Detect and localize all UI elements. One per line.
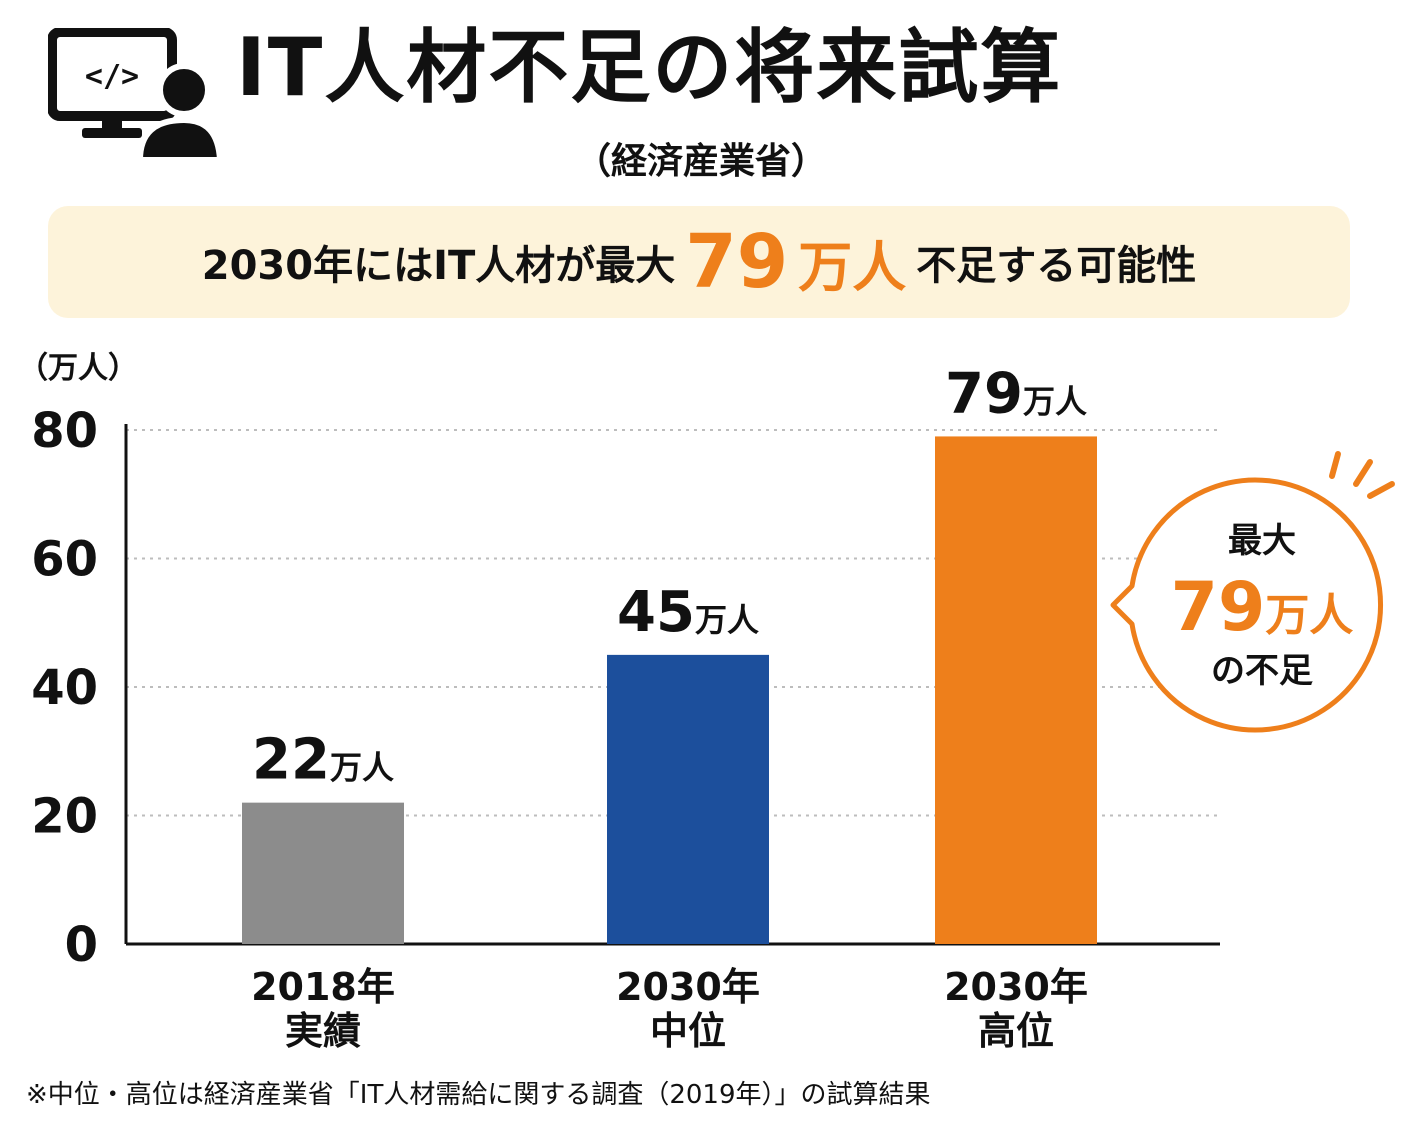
bar <box>935 436 1097 944</box>
tick-layer: 0 20 40 60 80 <box>31 403 98 973</box>
bar-value-label: 45万人 <box>617 580 759 645</box>
y-tick-label: 40 <box>31 660 98 716</box>
banner-highlight-unit: 万人 <box>798 235 907 299</box>
summary-banner: 2030年にはIT人材が最大 79 万人 不足する可能性 <box>48 206 1350 318</box>
banner-prefix: 2030年にはIT人材が最大 <box>201 243 676 289</box>
bar-value-label: 22万人 <box>252 728 394 793</box>
y-tick-label: 80 <box>31 403 98 459</box>
bar-value-unit: 万人 <box>695 601 759 639</box>
page-title: IT人材不足の将来試算 <box>236 21 1063 114</box>
bar-value-label: 79万人 <box>945 361 1087 426</box>
bar-value-unit: 万人 <box>1023 382 1087 420</box>
bar-value-number: 79 <box>945 361 1023 426</box>
bar <box>242 802 404 944</box>
banner-suffix: 不足する可能性 <box>916 243 1197 289</box>
callout-value: 79 <box>1171 568 1266 647</box>
y-tick-label: 20 <box>31 789 98 845</box>
x-category-year: 2030年 <box>616 965 760 1009</box>
y-tick-label: 60 <box>31 532 98 588</box>
bar-value-number: 45 <box>617 580 695 645</box>
bar-value-unit: 万人 <box>330 749 394 787</box>
emphasis-lines-icon <box>1329 451 1395 499</box>
computer-user-icon: </> <box>48 28 220 160</box>
svg-text:</>: </> <box>85 59 139 94</box>
callout-line1: 最大 <box>1228 521 1296 561</box>
callout-value-line: 79万人 <box>1171 568 1354 647</box>
bar-value-number: 22 <box>252 728 330 793</box>
callout-line3: の不足 <box>1211 651 1313 691</box>
banner-highlight-value: 79 <box>685 219 789 305</box>
callout: 最大 79万人 の不足 <box>1110 451 1395 733</box>
x-category-label: 高位 <box>978 1009 1054 1053</box>
y-tick-label: 0 <box>65 917 98 973</box>
callout-unit: 万人 <box>1265 590 1353 641</box>
callout-bubble <box>1110 477 1383 733</box>
bar-layer <box>242 436 1097 944</box>
bar <box>607 654 769 944</box>
footnote: ※中位・高位は経済産業省「IT人材需給に関する調査（2019年）」の試算結果 <box>26 1080 931 1110</box>
x-category-label: 中位 <box>650 1009 726 1053</box>
y-unit-label: （万人） <box>18 351 138 386</box>
x-category-year: 2030年 <box>944 965 1088 1009</box>
x-category-year: 2018年 <box>251 965 395 1009</box>
source-note: （経済産業省） <box>574 141 827 182</box>
x-category-label: 実績 <box>285 1009 361 1053</box>
